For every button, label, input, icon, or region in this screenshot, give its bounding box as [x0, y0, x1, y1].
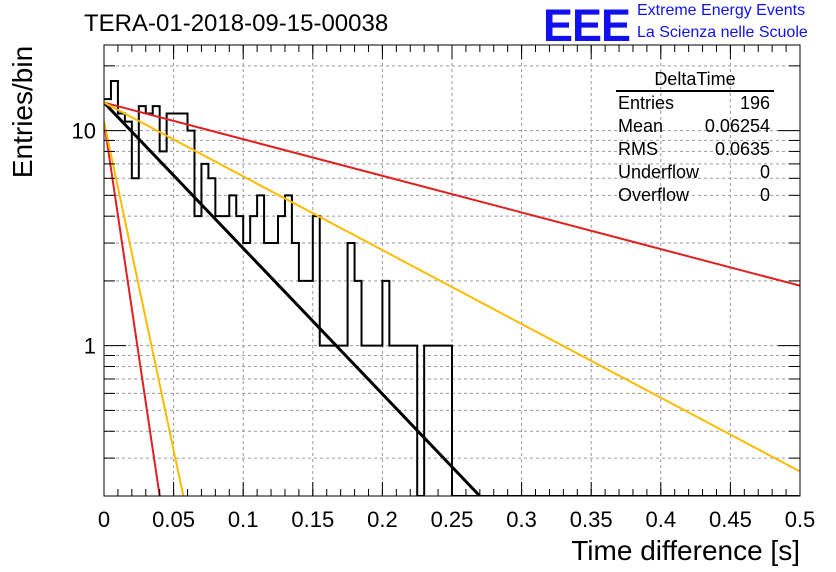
x-tick-label: 0.1: [228, 507, 259, 532]
red-fit-line: [104, 101, 800, 287]
x-tick-label: 0.4: [646, 507, 677, 532]
stats-label: Mean: [618, 116, 664, 136]
stats-label: Entries: [618, 93, 675, 113]
x-tick-label: 0.5: [785, 507, 816, 532]
yellow-fit-line: [104, 121, 185, 496]
x-tick-label: 0.25: [431, 507, 474, 532]
stats-row-rms: RMS 0.0635: [612, 138, 778, 161]
x-tick-label: 0.15: [291, 507, 334, 532]
x-tick-label: 0.35: [570, 507, 613, 532]
plot-title: TERA-01-2018-09-15-00038: [84, 10, 389, 37]
black-fit-line: [104, 101, 481, 496]
stats-row-entries: Entries 196: [612, 92, 778, 115]
logo-line-1: Extreme Energy Events: [637, 2, 806, 19]
x-tick-label: 0.45: [709, 507, 752, 532]
stats-row-overflow: Overflow 0: [612, 184, 778, 207]
stats-value: 0.06254: [704, 116, 770, 136]
eee-logo: EEE: [543, 0, 631, 51]
y-tick-label: 10: [72, 119, 96, 144]
histogram-layer: [104, 80, 800, 496]
stats-value: 0: [759, 162, 770, 182]
fit-lines-layer: [104, 101, 800, 496]
stats-value: 0.0635: [714, 139, 770, 159]
x-tick-label: 0.3: [506, 507, 537, 532]
logo-line-2: La Scienza nelle Scuole: [637, 24, 808, 41]
stats-title: DeltaTime: [616, 68, 774, 92]
x-tick-label: 0.05: [152, 507, 195, 532]
histogram-steps: [104, 80, 800, 496]
yellow-fit-line: [104, 101, 800, 473]
stats-label: RMS: [618, 139, 658, 159]
stats-row-mean: Mean 0.06254: [612, 115, 778, 138]
stats-box: DeltaTime Entries 196 Mean 0.06254 RMS 0…: [612, 68, 778, 207]
tick-layer: 0 0.05 0.1 0.15 0.2 0.25 0.3 0.35 0.4 0.45 0.5 1 10: [72, 45, 816, 532]
stats-label: Overflow: [618, 185, 690, 205]
x-axis-label: Time difference [s]: [571, 535, 800, 566]
red-fit-line: [104, 121, 161, 496]
x-tick-label: 0: [98, 507, 110, 532]
stats-label: Underflow: [618, 162, 700, 182]
stats-value: 0: [759, 185, 770, 205]
x-tick-label: 0.2: [367, 507, 398, 532]
y-axis-label: Entries/bin: [7, 46, 38, 178]
stats-value: 196: [739, 93, 770, 113]
y-tick-label: 1: [84, 334, 96, 359]
stats-row-underflow: Underflow 0: [612, 161, 778, 184]
